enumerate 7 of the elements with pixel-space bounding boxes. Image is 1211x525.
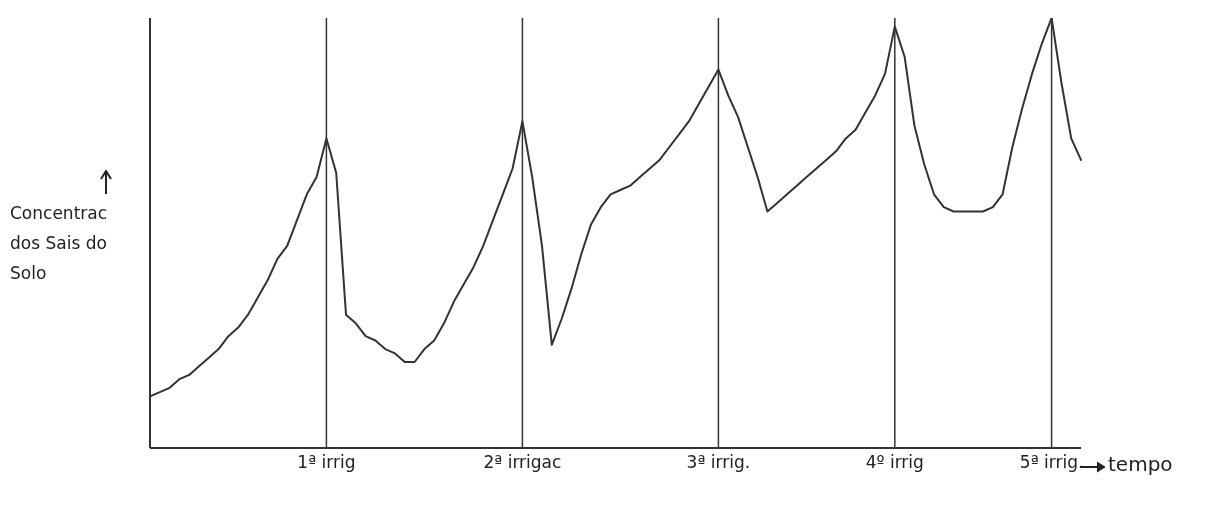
x-tick-label: 5ª irrig. [1019,452,1084,473]
x-tick-label: 1ª irrig [297,452,356,473]
x-tick-label: 2ª irrigac [483,452,562,473]
x-tick-label: 3ª irrig. [686,452,751,473]
x-axis-title: tempo [1108,452,1173,476]
y-axis-title: Concentrac dos Sais do Solo [10,202,109,285]
x-tick-label: 4º irrig [865,452,924,473]
